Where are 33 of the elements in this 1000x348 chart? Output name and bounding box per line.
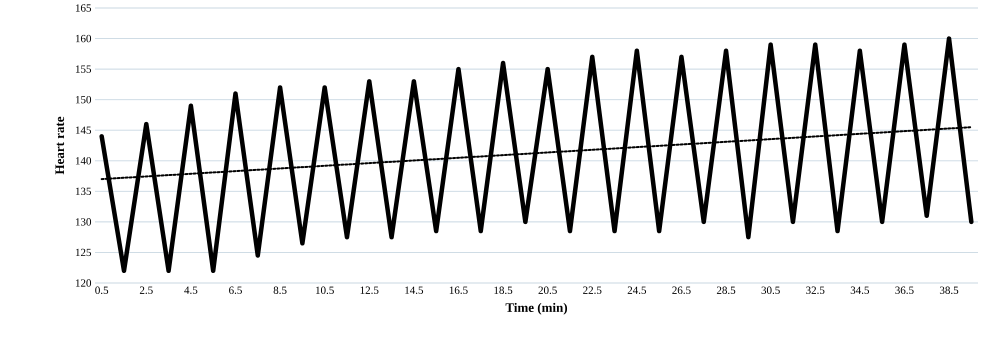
- x-tick-label: 32.5: [806, 286, 824, 294]
- x-tick-label: 30.5: [762, 286, 780, 294]
- line-series: [99, 36, 974, 274]
- x-tick-label: 24.5: [628, 286, 646, 294]
- x-tick-label: 26.5: [672, 286, 691, 294]
- y-tick-label: 125: [76, 248, 92, 256]
- y-tick-label: 145: [76, 126, 92, 134]
- x-tick-label: 18.5: [494, 286, 512, 294]
- x-tick-label: 16.5: [450, 286, 468, 294]
- x-tick-label: 10.5: [316, 286, 334, 294]
- x-tick-label: 38.5: [940, 286, 958, 294]
- x-axis-title: Time (min): [506, 302, 568, 315]
- x-tick-label: 8.5: [274, 286, 287, 294]
- x-tick-label: 2.5: [140, 286, 153, 294]
- x-tick-label: 0.5: [95, 286, 108, 294]
- y-tick-label: 165: [76, 4, 92, 12]
- y-tick-label: 155: [76, 65, 92, 73]
- x-tick-label: 6.5: [229, 286, 242, 294]
- y-tick-label: 160: [76, 34, 92, 42]
- x-tick-label: 14.5: [405, 286, 424, 294]
- x-tick-label: 36.5: [895, 286, 914, 294]
- y-tick-label: 135: [76, 188, 92, 196]
- x-tick-label: 12.5: [360, 286, 378, 294]
- y-axis-title: Heart rate: [55, 116, 64, 174]
- x-tick-label: 4.5: [184, 286, 198, 294]
- y-tick-label: 120: [76, 279, 92, 287]
- y-tick-label: 140: [76, 157, 92, 164]
- y-tick-label: 130: [76, 218, 92, 226]
- x-tick-label: 28.5: [716, 286, 736, 294]
- x-tick-label: 20.5: [538, 286, 557, 294]
- x-tick-label: 22.5: [583, 286, 602, 294]
- y-tick-label: 150: [76, 96, 92, 104]
- x-tick-label: 34.5: [850, 286, 870, 294]
